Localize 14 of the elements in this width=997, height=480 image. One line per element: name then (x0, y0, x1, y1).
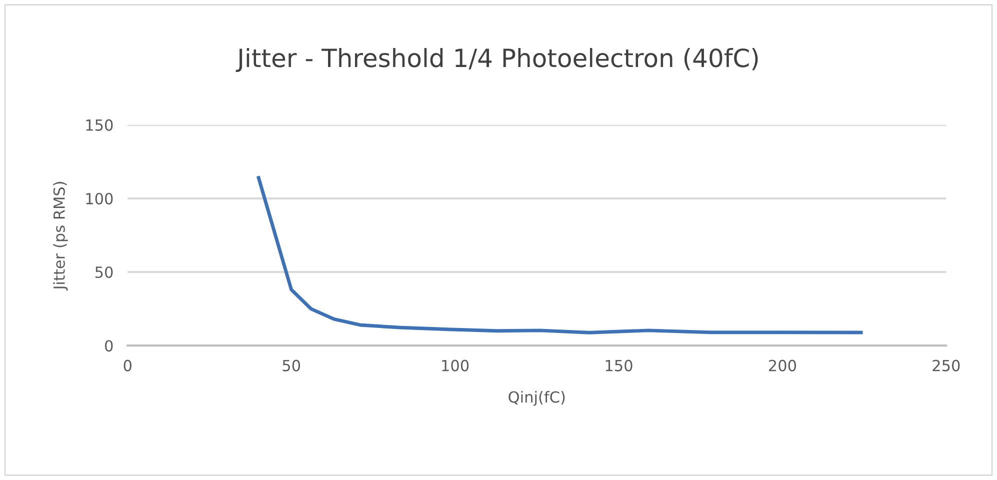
x-tick-label: 50 (282, 360, 300, 372)
y-tick-label: 50 (95, 266, 113, 278)
x-tick-label: 0 (124, 360, 132, 372)
x-axis-title: Qinj(fC) (508, 390, 565, 406)
y-tick-label: 150 (86, 119, 113, 131)
x-tick-label: 150 (606, 360, 632, 372)
x-tick-label: 200 (768, 360, 796, 372)
chart-title: Jitter - Threshold 1/4 Photoelectron (40fC) (236, 48, 758, 72)
y-axis-title: Jitter (ps RMS) (53, 182, 68, 291)
line-series (256, 176, 863, 334)
x-tick-label: 250 (932, 360, 960, 372)
y-tick-label: 0 (105, 340, 113, 352)
x-tick-label: 100 (442, 360, 469, 372)
y-tick-label: 100 (86, 192, 113, 204)
